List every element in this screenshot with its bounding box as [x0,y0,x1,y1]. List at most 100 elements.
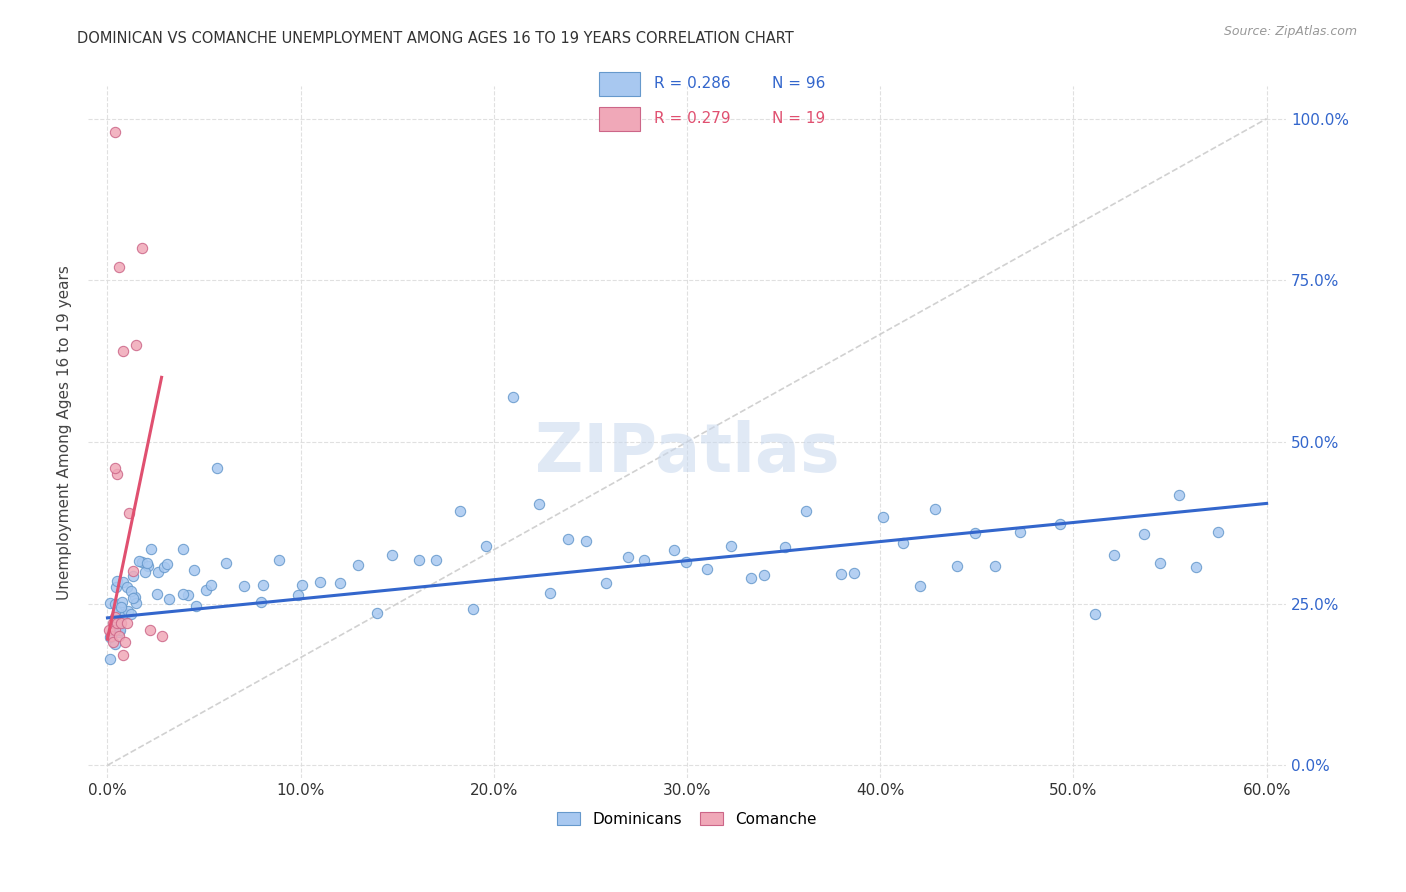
Point [152,559,174,574]
Point [124,590,146,604]
Point [1084,607,1107,622]
Point [136,559,159,574]
Point [122,568,145,582]
Point [121,564,143,578]
Point [408,553,430,567]
Point [131,241,153,255]
Point [105,615,128,630]
Point [108,260,131,275]
Point [662,543,685,558]
Point [117,604,139,618]
Point [449,504,471,518]
Point [269,553,291,567]
Point [675,555,697,569]
Point [461,602,484,616]
Point [250,595,273,609]
Point [98,652,121,666]
Point [595,575,617,590]
Point [104,637,127,651]
Point [1185,560,1208,574]
Point [502,390,524,404]
Point [104,125,127,139]
Point [172,587,194,601]
Point [425,553,447,567]
Point [115,615,138,630]
Point [1149,556,1171,570]
Point [146,587,169,601]
Point [125,338,148,352]
Point [720,539,742,553]
Point [575,534,598,549]
Point [104,609,127,624]
Point [120,584,142,599]
Point [157,592,180,607]
Point [984,559,1007,574]
Point [842,566,865,581]
Point [538,586,561,600]
Point [475,539,498,553]
Point [252,578,274,592]
Point [111,575,134,590]
Point [98,630,121,644]
Point [136,557,159,571]
Text: ZIPatlas: ZIPatlas [534,420,839,486]
Point [945,559,967,574]
Point [924,501,946,516]
Point [105,605,128,619]
Point [104,623,127,637]
Point [111,344,134,359]
Point [347,558,370,572]
Point [963,525,986,540]
Point [633,553,655,567]
Point [104,597,127,611]
Point [156,558,179,572]
Point [134,565,156,579]
Point [172,541,194,556]
Point [740,571,762,585]
Point [105,467,128,482]
Point [1206,524,1229,539]
Point [184,599,207,613]
FancyBboxPatch shape [599,71,640,95]
Point [830,566,852,581]
Point [104,580,127,594]
Point [1049,517,1071,532]
Point [1102,548,1125,562]
Text: DOMINICAN VS COMANCHE UNEMPLOYMENT AMONG AGES 16 TO 19 YEARS CORRELATION CHART: DOMINICAN VS COMANCHE UNEMPLOYMENT AMONG… [77,31,794,46]
Point [111,648,134,663]
Point [1132,526,1154,541]
Text: R = 0.279: R = 0.279 [654,112,731,127]
Point [100,628,122,642]
Text: N = 96: N = 96 [772,77,825,91]
Point [215,556,238,570]
Point [108,625,131,640]
Point [103,615,125,630]
Point [131,556,153,570]
Point [121,591,143,605]
Point [107,620,129,634]
Point [108,624,131,638]
FancyBboxPatch shape [599,107,640,131]
Point [141,542,163,557]
Point [381,548,404,562]
Point [290,577,312,591]
Point [1168,488,1191,502]
Point [104,461,127,475]
Point [287,588,309,602]
Point [150,629,173,643]
Point [98,623,121,637]
Point [872,510,894,524]
Point [111,595,134,609]
Point [120,607,142,621]
Point [773,540,796,554]
Y-axis label: Unemployment Among Ages 16 to 19 years: Unemployment Among Ages 16 to 19 years [58,265,72,599]
Point [309,575,332,590]
Point [104,616,127,631]
Point [557,532,579,546]
Point [110,615,132,630]
Point [696,562,718,576]
Point [195,582,218,597]
Point [891,536,914,550]
Point [139,623,162,637]
Point [527,497,550,511]
